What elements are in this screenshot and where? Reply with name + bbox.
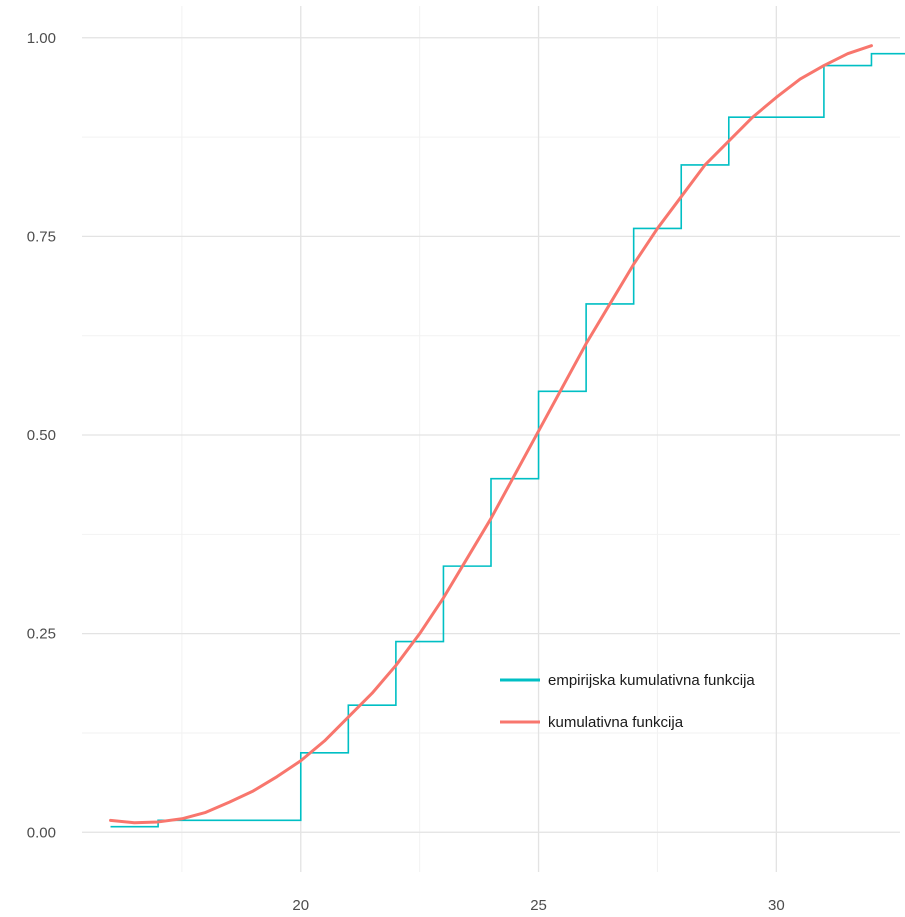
y-tick-label: 1.00 (27, 30, 56, 47)
x-tick-label: 20 (292, 897, 309, 914)
x-tick-label: 30 (768, 897, 785, 914)
grid-major (82, 6, 900, 872)
series-ecdf-step-line (110, 52, 905, 828)
legend-label: kumulativna funkcija (548, 714, 684, 731)
series-layer (109, 44, 905, 828)
legend-label: empirijska kumulativna funkcija (548, 672, 755, 689)
y-tick-label: 0.75 (27, 228, 56, 245)
y-tick-label: 0.25 (27, 626, 56, 643)
series-cdf-line (109, 44, 873, 825)
y-tick-label: 0.00 (27, 824, 56, 841)
legend: empirijska kumulativna funkcija kumulativ… (500, 672, 755, 731)
y-tick-label: 0.50 (27, 427, 56, 444)
x-axis-tick-labels: 20 25 30 (292, 897, 784, 914)
y-axis-tick-labels: 0.00 0.25 0.50 0.75 1.00 (27, 30, 56, 841)
grid-minor (82, 6, 900, 872)
x-tick-label: 25 (530, 897, 547, 914)
